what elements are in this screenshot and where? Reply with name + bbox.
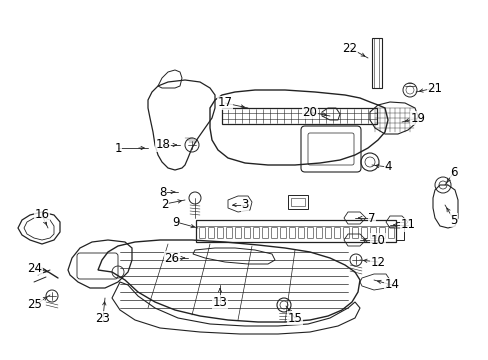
Text: 16: 16 [35, 208, 49, 221]
Bar [196, 220, 395, 242]
Text: 6: 6 [449, 166, 457, 179]
Text: 25: 25 [27, 298, 42, 311]
Bar [222, 108, 376, 124]
Text: 5: 5 [449, 213, 457, 226]
Text: 17: 17 [217, 96, 232, 109]
Text: 12: 12 [370, 256, 385, 269]
Text: 26: 26 [164, 252, 179, 265]
Text: 3: 3 [241, 198, 248, 211]
Text: 2: 2 [161, 198, 168, 211]
Bar [290, 198, 305, 206]
Bar [371, 38, 381, 88]
Text: 1: 1 [114, 141, 122, 154]
Text: 21: 21 [427, 81, 442, 94]
Text: 19: 19 [409, 112, 425, 125]
Text: 23: 23 [95, 311, 110, 324]
Bar [395, 222, 403, 240]
Text: 18: 18 [155, 139, 170, 152]
Text: 11: 11 [400, 219, 415, 231]
Text: 24: 24 [27, 261, 42, 274]
Bar [287, 195, 307, 209]
Text: 15: 15 [287, 311, 302, 324]
Text: 20: 20 [302, 105, 317, 118]
Text: 4: 4 [384, 161, 391, 174]
Text: 14: 14 [384, 279, 399, 292]
Text: 8: 8 [159, 185, 166, 198]
Text: 10: 10 [370, 234, 385, 247]
Text: 22: 22 [342, 41, 357, 54]
Text: 7: 7 [367, 211, 375, 225]
Text: 9: 9 [172, 216, 180, 229]
Text: 13: 13 [212, 296, 227, 309]
